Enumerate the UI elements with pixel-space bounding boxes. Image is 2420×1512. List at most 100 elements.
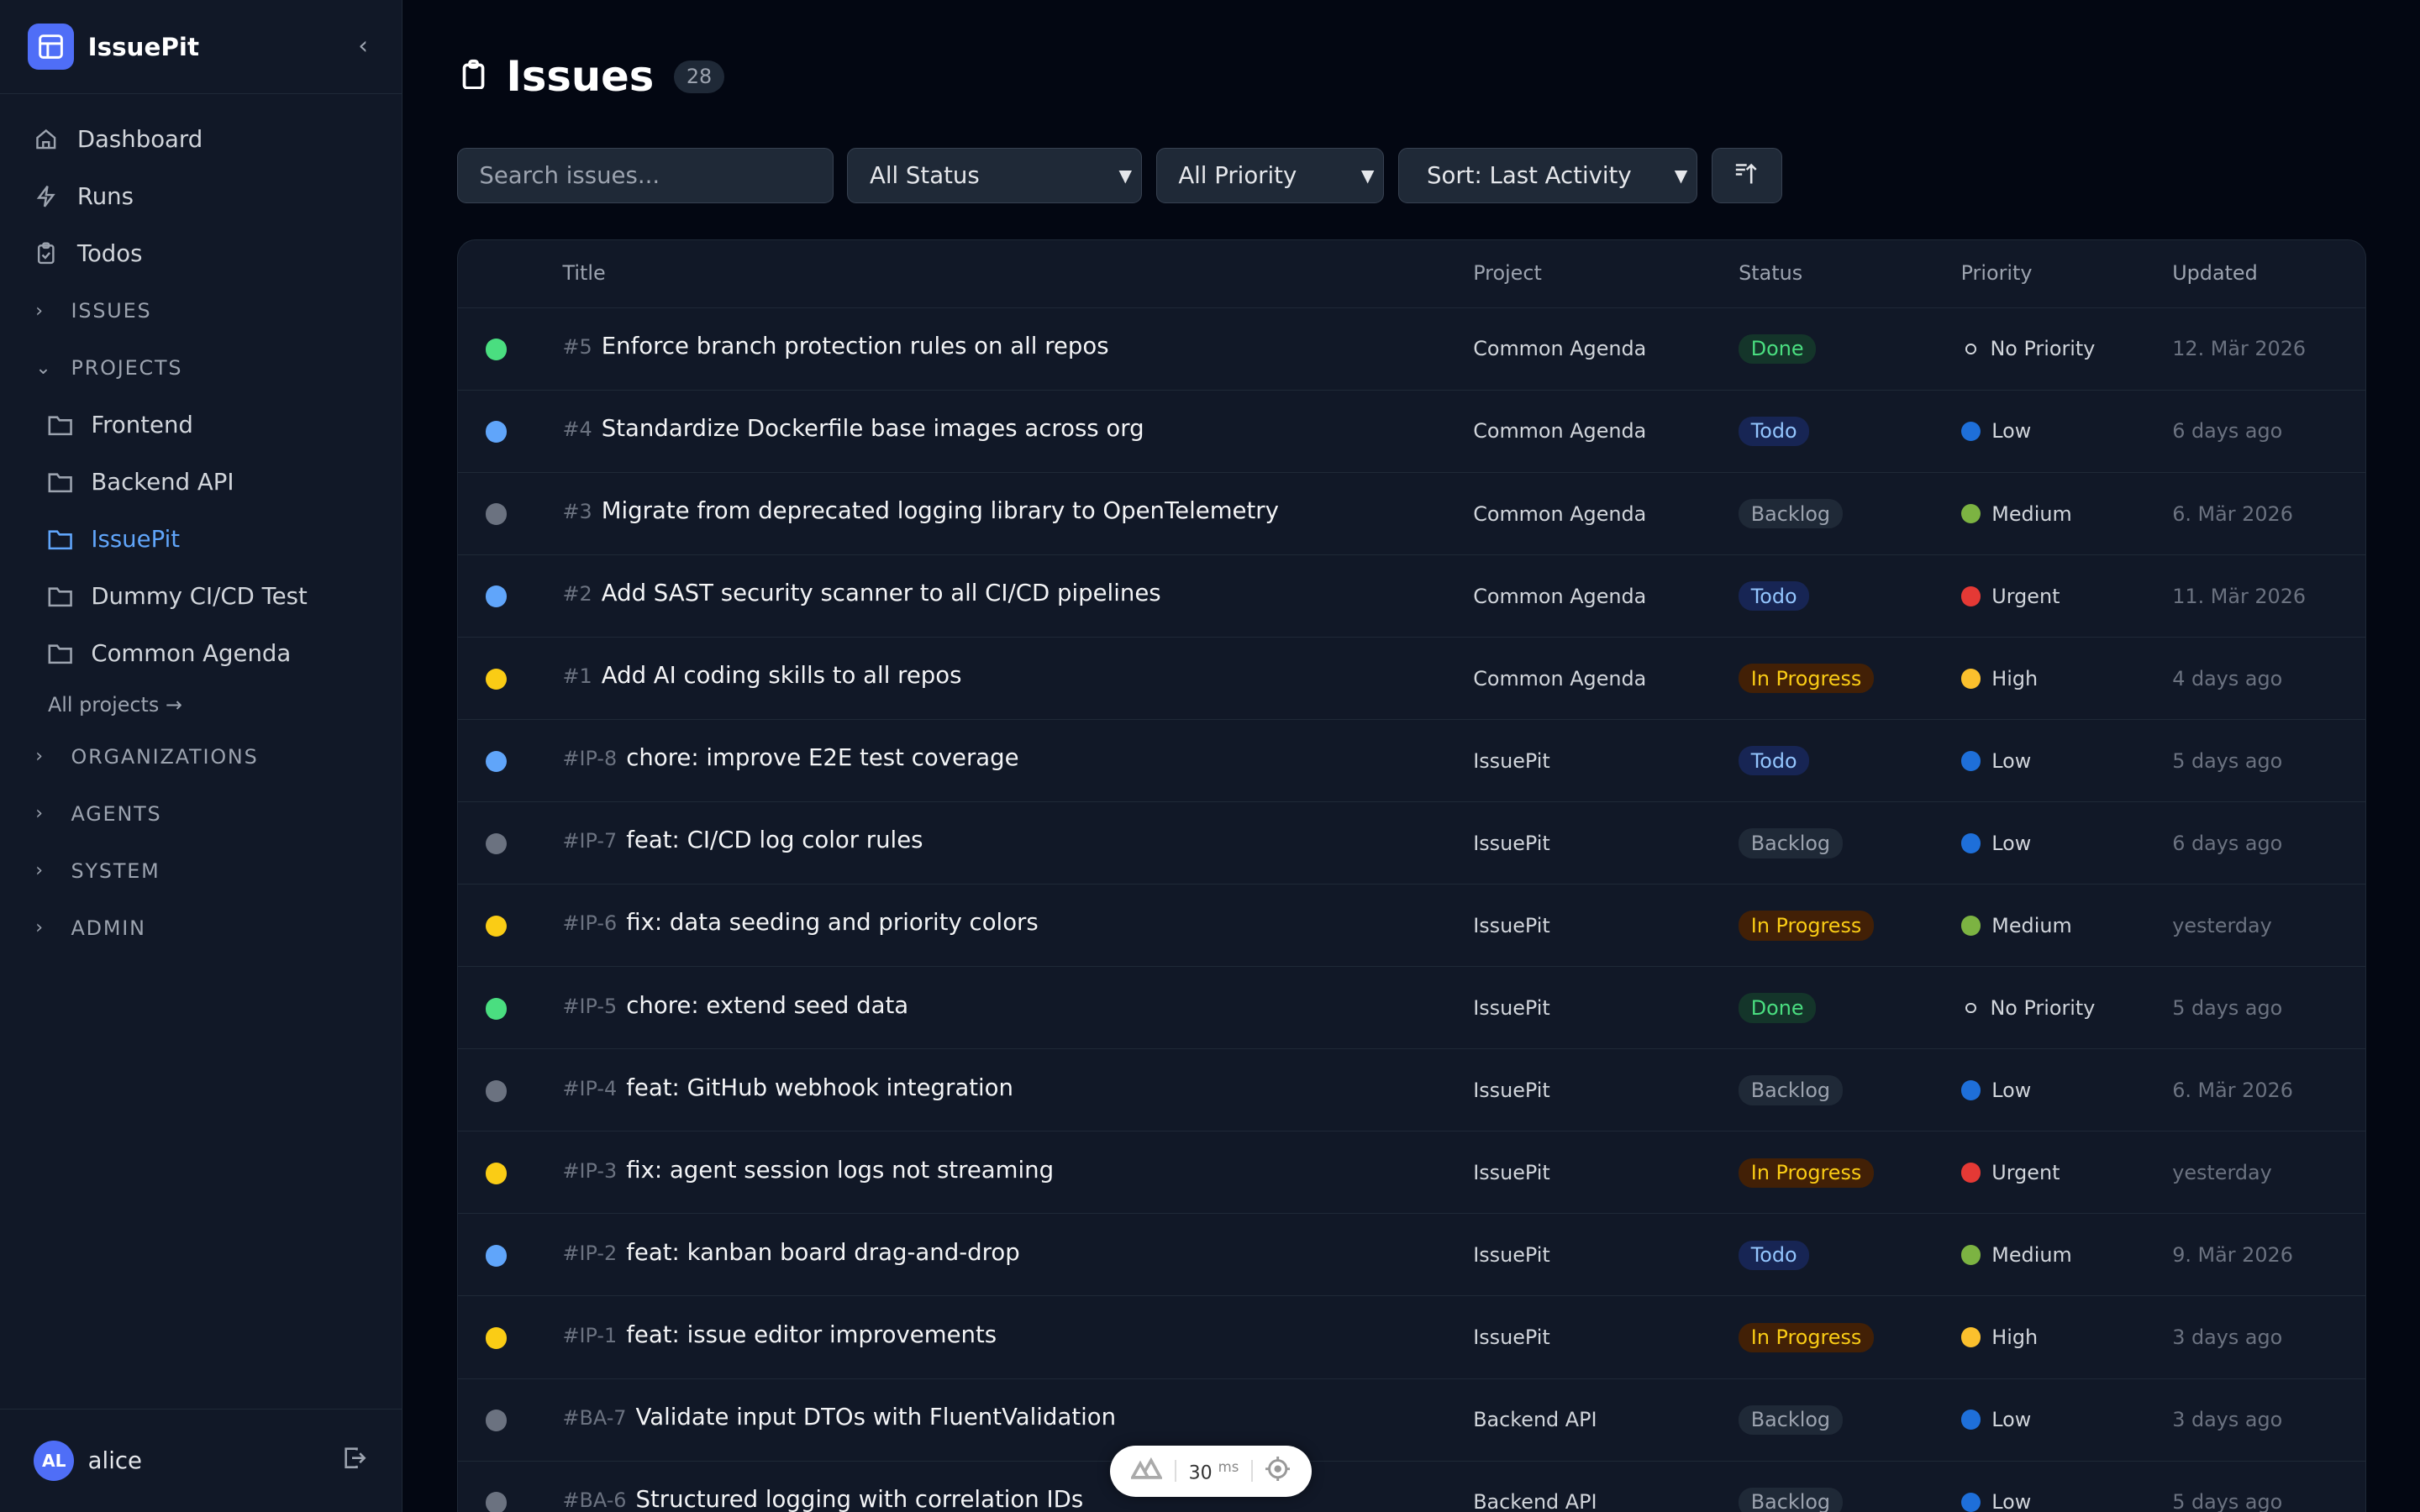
avatar[interactable]: AL: [34, 1441, 75, 1481]
sidebar-project-item[interactable]: Frontend: [0, 396, 402, 454]
issue-title-link[interactable]: #IP-8 chore: improve E2E test coverage: [563, 744, 1019, 771]
nav-dashboard[interactable]: Dashboard: [0, 111, 402, 168]
inspect-target-icon[interactable]: [1265, 1456, 1291, 1486]
table-row[interactable]: #IP-1 feat: issue editor improvements Iss…: [457, 1296, 2365, 1379]
priority-filter-select[interactable]: All Priority ▼: [1155, 148, 1385, 204]
issue-title: fix: data seeding and priority colors: [626, 909, 1039, 937]
priority-label: No Priority: [1990, 337, 2096, 361]
sort-ascending-icon: [1734, 160, 1759, 191]
search-input[interactable]: Search issues...: [456, 148, 834, 204]
status-filter-select[interactable]: All Status ▼: [847, 148, 1143, 204]
table-row[interactable]: #IP-4 feat: GitHub webhook integration Is…: [457, 1049, 2365, 1132]
priority-cell: Medium: [1960, 1243, 2072, 1267]
updated-time: 12. Mär 2026: [2172, 337, 2307, 361]
dev-toolbar[interactable]: 30 ms: [1109, 1445, 1313, 1497]
sort-select[interactable]: Sort: Last Activity ▼: [1397, 148, 1698, 204]
column-project[interactable]: Project: [1473, 261, 1542, 286]
issue-title-link[interactable]: #1 Add AI coding skills to all repos: [563, 662, 962, 689]
collapse-sidebar-icon[interactable]: ‹: [358, 30, 368, 60]
priority-label: Urgent: [1991, 1161, 2060, 1185]
table-row[interactable]: #IP-7 feat: CI/CD log color rules IssuePi…: [457, 802, 2365, 885]
table-row[interactable]: #IP-5 chore: extend seed data IssuePit Do…: [457, 967, 2365, 1050]
issue-title-link[interactable]: #5 Enforce branch protection rules on all…: [563, 333, 1109, 360]
table-row[interactable]: #5 Enforce branch protection rules on all…: [457, 308, 2365, 391]
priority-label: Low: [1991, 1079, 2032, 1103]
status-badge: Todo: [1739, 416, 1810, 447]
sidebar-project-item[interactable]: Dummy CI/CD Test: [0, 568, 402, 625]
issue-number: #IP-8: [562, 747, 618, 771]
updated-time: 5 days ago: [2172, 748, 2283, 773]
logout-icon[interactable]: [343, 1446, 367, 1476]
column-status[interactable]: Status: [1739, 261, 1803, 286]
issue-title-link[interactable]: #2 Add SAST security scanner to all CI/CD…: [563, 580, 1161, 606]
issue-title-link[interactable]: #IP-2 feat: kanban board drag-and-drop: [563, 1239, 1020, 1266]
column-updated[interactable]: Updated: [2172, 261, 2258, 286]
table-row[interactable]: #4 Standardize Dockerfile base images acr…: [457, 391, 2365, 473]
issue-number: #IP-1: [562, 1323, 618, 1347]
priority-circle-icon: [1960, 1327, 1981, 1348]
issue-title-link[interactable]: #BA-6 Structured logging with correlation…: [563, 1486, 1084, 1512]
issue-title-link[interactable]: #3 Migrate from deprecated logging librar…: [563, 497, 1279, 524]
table-row[interactable]: #BA-7 Validate input DTOs with FluentVali…: [457, 1379, 2365, 1462]
nav-todos[interactable]: Todos: [0, 225, 402, 282]
chevron-down-icon: ▼: [1118, 165, 1133, 186]
section-system[interactable]: › SYSTEM: [0, 843, 402, 900]
table-row[interactable]: #IP-8 chore: improve E2E test coverage Is…: [457, 720, 2365, 802]
chevron-right-icon: ›: [35, 917, 45, 939]
issue-project: IssuePit: [1473, 831, 1550, 855]
column-title[interactable]: Title: [562, 261, 606, 286]
status-badge: In Progress: [1739, 664, 1875, 694]
nav-runs[interactable]: Runs: [0, 168, 402, 225]
issue-title-link[interactable]: #IP-5 chore: extend seed data: [563, 992, 909, 1019]
updated-time: 6. Mär 2026: [2172, 501, 2293, 526]
table-row[interactable]: #IP-3 fix: agent session logs not streami…: [457, 1131, 2365, 1215]
table-row[interactable]: #1 Add AI coding skills to all repos Comm…: [457, 638, 2365, 720]
project-label: Backend API: [91, 468, 234, 496]
section-issues[interactable]: › ISSUES: [0, 282, 402, 339]
issue-title-link[interactable]: #IP-6 fix: data seeding and priority colo…: [563, 909, 1039, 936]
page-header: Issues 28: [460, 52, 724, 101]
issue-title-link[interactable]: #IP-7 feat: CI/CD log color rules: [563, 827, 923, 853]
divider: [1251, 1460, 1254, 1483]
status-badge: Todo: [1739, 1240, 1810, 1270]
issue-title-link[interactable]: #BA-7 Validate input DTOs with FluentVali…: [563, 1404, 1117, 1431]
updated-time: 6 days ago: [2172, 831, 2283, 855]
status-dot-icon: [485, 585, 508, 608]
issue-project: Common Agenda: [1473, 584, 1647, 608]
issue-title-link[interactable]: #4 Standardize Dockerfile base images acr…: [563, 415, 1144, 442]
nav-label: Dashboard: [76, 126, 203, 154]
nuxt-logo-icon: [1130, 1457, 1164, 1484]
sidebar-project-item[interactable]: Backend API: [0, 454, 402, 511]
issue-title-link[interactable]: #IP-3 fix: agent session logs not streami…: [563, 1157, 1055, 1184]
sidebar-project-item[interactable]: IssuePit: [0, 511, 402, 568]
priority-circle-icon: [1960, 503, 1981, 524]
column-priority[interactable]: Priority: [1960, 261, 2033, 286]
status-badge: Backlog: [1739, 498, 1843, 529]
priority-label: Low: [1991, 748, 2032, 773]
all-projects-link[interactable]: All projects →: [47, 693, 182, 717]
priority-cell: No Priority: [1961, 337, 2096, 361]
issue-title-link[interactable]: #IP-4 feat: GitHub webhook integration: [563, 1074, 1013, 1101]
priority-circle-icon: [1960, 421, 1981, 442]
status-dot-icon: [485, 997, 508, 1020]
issues-table: Title Project Status Priority Updated #5…: [456, 239, 2366, 1512]
table-row[interactable]: #IP-6 fix: data seeding and priority colo…: [457, 885, 2365, 968]
section-organizations[interactable]: › ORGANIZATIONS: [0, 728, 402, 785]
table-row[interactable]: #IP-2 feat: kanban board drag-and-drop Is…: [457, 1214, 2365, 1297]
issue-project: IssuePit: [1473, 913, 1550, 937]
issue-title-link[interactable]: #IP-1 feat: issue editor improvements: [563, 1321, 997, 1348]
table-row[interactable]: #BA-6 Structured logging with correlation…: [458, 1462, 2365, 1512]
section-admin[interactable]: › ADMIN: [0, 900, 402, 957]
priority-label: Medium: [1991, 501, 2072, 526]
table-row[interactable]: #3 Migrate from deprecated logging librar…: [457, 473, 2365, 555]
issue-project: IssuePit: [1473, 1161, 1550, 1185]
clipboard-check-icon: [34, 242, 58, 265]
render-time-unit: ms: [1218, 1458, 1239, 1475]
section-projects[interactable]: ⌄ PROJECTS: [0, 339, 402, 396]
sidebar-project-item[interactable]: Common Agenda: [0, 625, 402, 682]
section-agents[interactable]: › AGENTS: [0, 785, 402, 843]
sort-direction-button[interactable]: [1711, 148, 1783, 204]
table-row[interactable]: #2 Add SAST security scanner to all CI/CD…: [457, 555, 2365, 638]
issue-project: Backend API: [1473, 1490, 1597, 1512]
updated-time: 3 days ago: [2172, 1408, 2283, 1432]
